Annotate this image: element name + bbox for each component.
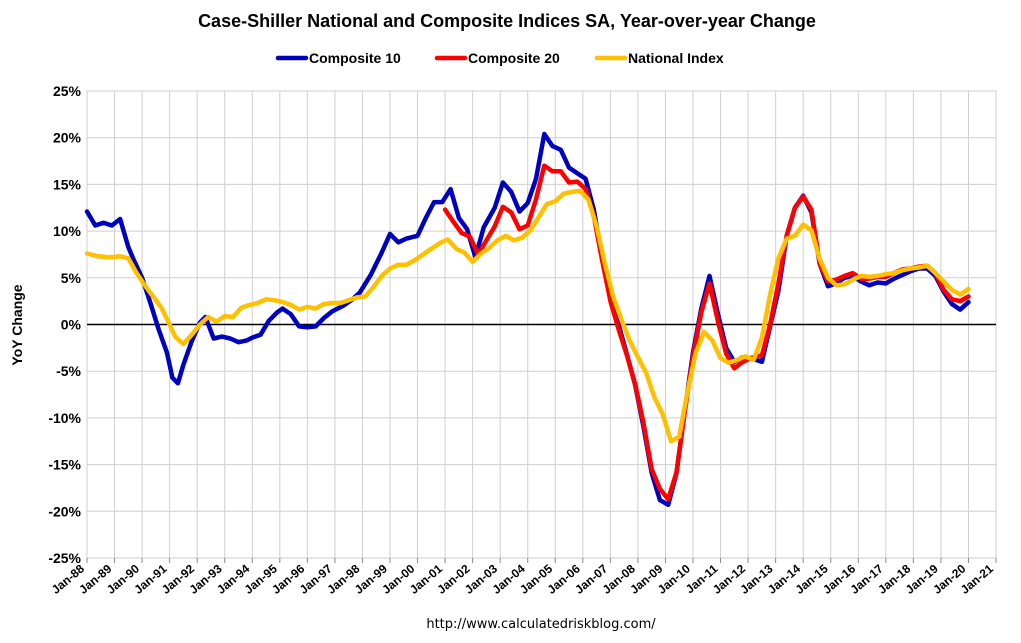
y-tick-label: -15% (48, 457, 81, 473)
plot-area: 25%20%15%10%5%0%-5%-10%-15%-20%-25%Jan-8… (48, 83, 997, 597)
chart-title: Case-Shiller National and Composite Indi… (198, 11, 816, 31)
y-tick-label: 0% (61, 317, 82, 333)
y-tick-label: 20% (53, 130, 82, 146)
legend-label: Composite 20 (468, 50, 560, 66)
source-url: http://www.calculatedriskblog.com/ (426, 617, 656, 632)
y-tick-label: 5% (61, 270, 82, 286)
legend: Composite 10 Composite 20 National Index (275, 50, 724, 66)
y-tick-label: -10% (48, 410, 81, 426)
y-tick-label: 10% (53, 223, 82, 239)
series-line-national-index (84, 188, 971, 444)
y-tick-label: 25% (53, 83, 82, 99)
legend-label: National Index (628, 50, 724, 66)
legend-label: Composite 10 (309, 50, 401, 66)
y-tick-label: -25% (48, 550, 81, 566)
y-tick-label: -5% (56, 363, 81, 379)
y-tick-label: 15% (53, 176, 82, 192)
y-axis-label: YoY Change (9, 284, 25, 365)
y-tick-label: -20% (48, 503, 81, 519)
